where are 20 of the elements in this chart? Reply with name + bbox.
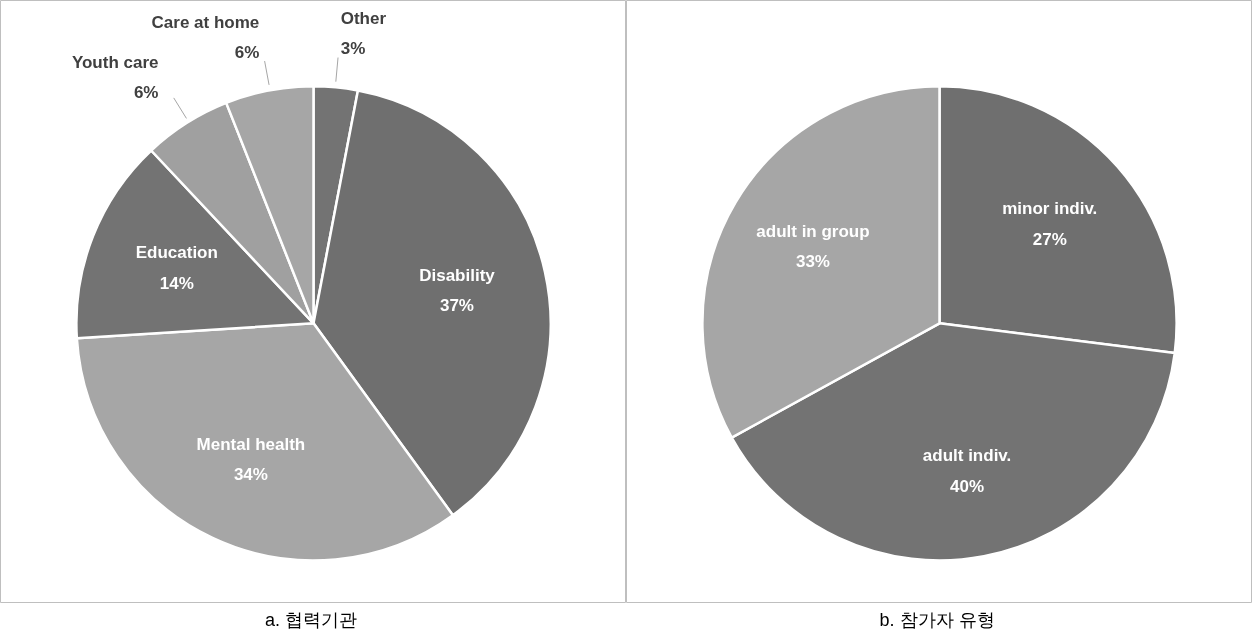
slice-label: Youth care [71, 52, 159, 72]
data-label: 33% [795, 252, 830, 272]
slice-label: Mental health [196, 434, 306, 454]
data-label: 40% [950, 476, 985, 496]
slice-label: Disability [419, 265, 496, 285]
data-label: 27% [1032, 229, 1067, 249]
data-label: 34% [233, 465, 268, 485]
slice-label: Education [135, 243, 218, 263]
data-label: 6% [234, 42, 260, 62]
data-label: 37% [439, 296, 474, 316]
text: b. 참가자 유형 [879, 609, 995, 630]
slice-label: Other [340, 8, 387, 28]
data-label: 3% [340, 39, 366, 59]
slice-label: adult in group [756, 222, 870, 242]
slice-label: Care at home [151, 12, 260, 32]
data-label: 14% [159, 273, 194, 293]
data-label: 6% [133, 83, 159, 103]
slice-label: minor indiv. [1002, 199, 1098, 219]
slice-label: adult indiv. [922, 446, 1012, 466]
text: a. 협력기관 [264, 609, 358, 630]
